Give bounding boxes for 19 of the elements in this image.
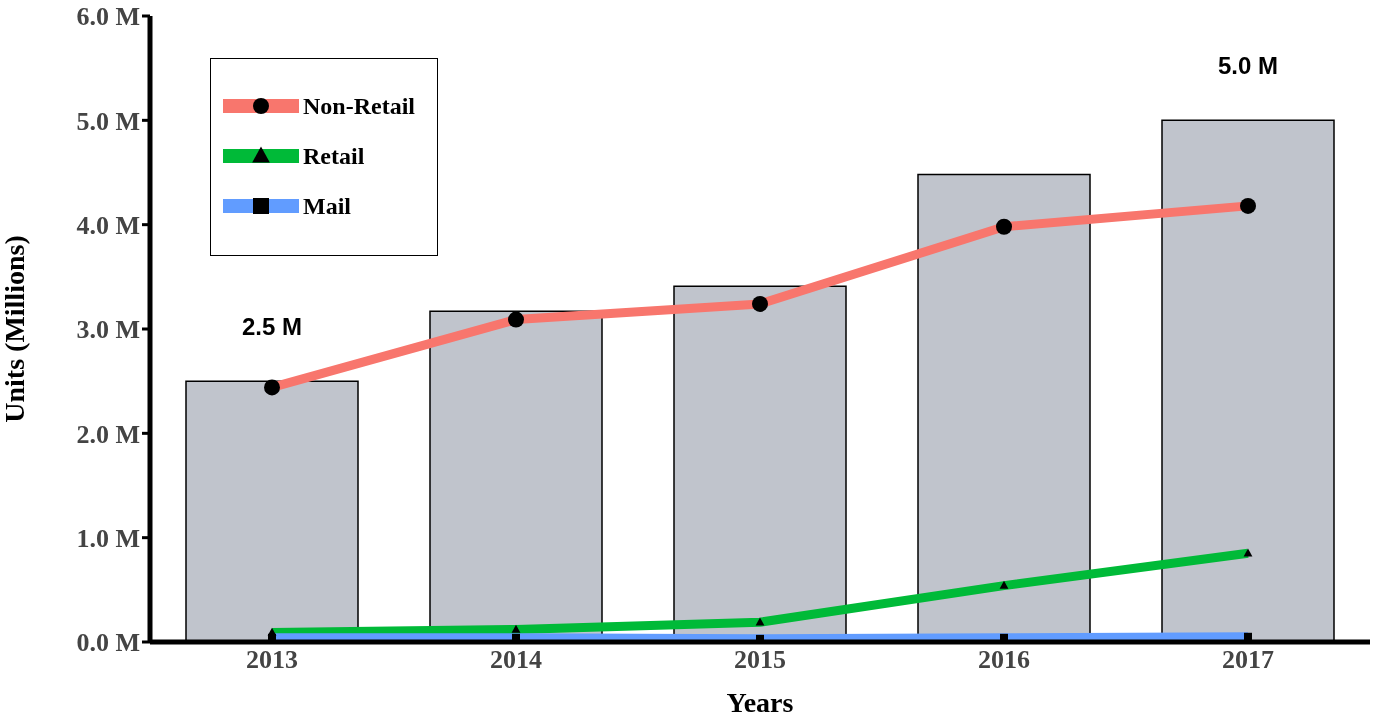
y-tick-label: 3.0 M (76, 315, 140, 345)
legend-label: Non-Retail (303, 92, 415, 120)
legend-label: Retail (303, 142, 365, 170)
y-tick-label: 1.0 M (76, 523, 140, 553)
x-tick-label: 2015 (734, 645, 786, 675)
data-label: 2.5 M (241, 313, 303, 341)
x-tick-label: 2016 (978, 645, 1030, 675)
y-tick-label: 6.0 M (76, 2, 140, 32)
y-tick-label: 4.0 M (76, 210, 140, 240)
y-tick-label: 5.0 M (76, 106, 140, 136)
y-axis-title: Units (Millions) (0, 235, 30, 423)
x-axis-title: Years (726, 687, 794, 712)
legend-label: Mail (303, 192, 351, 220)
y-tick-label: 0.0 M (76, 628, 140, 658)
y-tick-label: 2.0 M (76, 419, 140, 449)
data-label: 5.0 M (1217, 52, 1279, 80)
x-tick-label: 2013 (246, 645, 298, 675)
x-tick-label: 2014 (490, 645, 542, 675)
x-tick-label: 2017 (1222, 645, 1274, 675)
